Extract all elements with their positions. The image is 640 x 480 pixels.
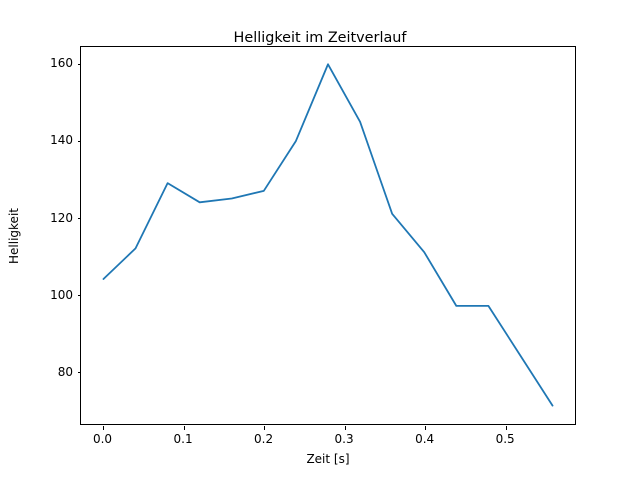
x-tick-label: 0.4: [415, 432, 435, 446]
y-tick-label: 160: [50, 56, 73, 71]
y-tick-mark: [77, 140, 81, 142]
x-tick-mark: [183, 426, 185, 430]
y-tick-label: 100: [50, 287, 73, 302]
x-axis-label: Zeit [s]: [306, 452, 350, 466]
plot-area: [77, 46, 576, 430]
x-tick-label: 0.2: [254, 432, 274, 446]
line-series-svg: [102, 63, 554, 407]
y-tick-mark: [77, 218, 81, 220]
y-tick-mark: [77, 63, 81, 65]
x-tick-label: 0.3: [334, 432, 354, 446]
x-tick-label: 0.5: [495, 432, 515, 446]
x-tick-mark: [102, 426, 105, 430]
y-tick-mark: [77, 372, 81, 374]
x-tick-mark: [264, 426, 266, 430]
y-tick-label: 140: [50, 133, 73, 148]
chart-title: Helligkeit im Zeitverlauf: [233, 30, 407, 46]
y-tick-mark: [77, 295, 81, 297]
y-tick-label: 80: [57, 364, 73, 379]
data-line-helligkeit: [102, 63, 554, 407]
x-tick-label: 0.0: [92, 432, 113, 446]
x-tick-label: 0.1: [173, 432, 193, 446]
x-tick-mark: [425, 426, 427, 430]
x-tick-mark: [505, 426, 507, 430]
y-tick-label: 120: [50, 210, 73, 225]
x-tick-mark: [344, 426, 346, 430]
